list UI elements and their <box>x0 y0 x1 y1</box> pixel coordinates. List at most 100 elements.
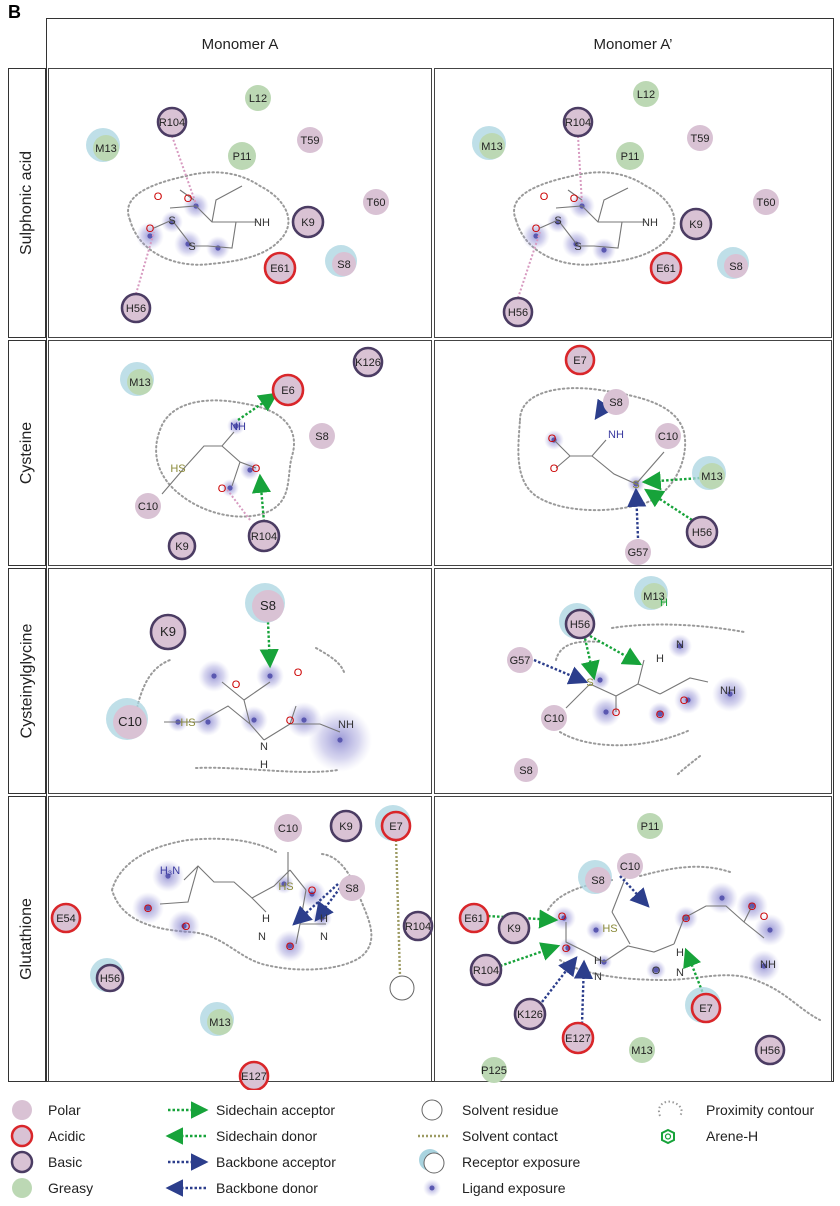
residue-label: T59 <box>691 133 710 145</box>
legend-label-basic: Basic <box>48 1154 83 1170</box>
atom-label: O <box>532 223 541 235</box>
atom-label: O <box>232 679 241 691</box>
residue-label: M13 <box>129 377 150 389</box>
residue-e54: E54 <box>50 902 82 934</box>
atom-label: O <box>154 191 163 203</box>
legend-symbol-greasy <box>12 1178 32 1198</box>
ligand-exposure-dot <box>653 967 659 973</box>
residue-circle <box>679 207 713 241</box>
residue-label: C10 <box>544 713 564 725</box>
residue-e127: E127 <box>238 1060 270 1090</box>
ligand-exposure-dot <box>233 423 239 429</box>
residue-e61: E61 <box>263 251 297 285</box>
residue-e7: E7 <box>375 805 412 842</box>
atom-label: O <box>182 921 191 933</box>
residue-label: P11 <box>621 151 640 163</box>
atom-label: O <box>558 911 567 923</box>
proximity-contour <box>155 399 295 518</box>
residue-label: S8 <box>345 883 358 895</box>
atom-label: O <box>144 903 153 915</box>
residue-circle <box>754 1034 786 1066</box>
residue-circle <box>685 515 719 549</box>
cell-7-interactions <box>487 875 706 1025</box>
residue-label: E7 <box>699 1003 712 1015</box>
ligand-bond <box>635 451 665 485</box>
residue-c10: C10 <box>274 814 302 842</box>
atom-label: O <box>748 901 757 913</box>
residue-circle <box>263 251 297 285</box>
legend-label-bb-acceptor: Backbone acceptor <box>216 1154 336 1170</box>
ligand-bond <box>211 185 243 223</box>
residue-label: M13 <box>643 591 664 603</box>
atom-label: N <box>676 639 684 651</box>
ligand-exposure-dot <box>565 945 571 951</box>
ligand-exposure-dot <box>181 923 187 929</box>
residue-circle <box>690 992 722 1024</box>
residue-circle <box>149 613 187 651</box>
residue-circle <box>724 254 748 278</box>
legend-symbol-proximity-contour <box>658 1100 683 1117</box>
residue-label: L12 <box>249 93 267 105</box>
cell-2-ligand-bonds <box>161 431 257 495</box>
atom-label: O <box>550 463 559 475</box>
sidechain-link <box>251 473 272 523</box>
ligand-bond <box>597 187 629 223</box>
residue-label: H56 <box>508 307 528 319</box>
residue-h56: H56 <box>502 296 534 328</box>
residue-label: C10 <box>620 861 640 873</box>
cell-2-interactions <box>225 392 278 523</box>
legend-label-ligand-exposure: Ligand exposure <box>462 1180 566 1196</box>
ligand-exposure-dot <box>597 677 603 683</box>
cell-4-residues: S8 K9 C10 <box>106 583 285 740</box>
atom-label: NH <box>230 421 246 433</box>
residue-circle <box>245 85 271 111</box>
atom-label: H <box>262 913 270 925</box>
residue-label: K9 <box>507 923 520 935</box>
legend-label-sc-acceptor: Sidechain acceptor <box>216 1102 336 1118</box>
residue-circle <box>561 1021 595 1055</box>
residue-m13: M13 <box>200 1002 234 1036</box>
backbone-link <box>533 658 589 685</box>
atom-label: N <box>676 967 684 979</box>
residue-label: E7 <box>389 821 402 833</box>
residue-label: E127 <box>241 1071 267 1083</box>
residue-l12: L12 <box>245 85 271 111</box>
residue-label: L12 <box>637 89 655 101</box>
cell-3-atoms: NH O O S <box>548 429 640 491</box>
residue-label: P11 <box>641 821 660 833</box>
atom-label: H <box>260 759 268 771</box>
legend-label-acidic: Acidic <box>48 1128 86 1144</box>
atom-label: NH <box>720 685 736 697</box>
atom-label: S <box>168 215 175 227</box>
residue-circle <box>617 853 643 879</box>
residue-circle <box>329 809 363 843</box>
row-header-glutathione: Glutathione <box>8 796 46 1082</box>
residue-circle <box>113 705 147 739</box>
ligand-exposure-dot <box>685 697 691 703</box>
ligand-bond <box>565 683 591 709</box>
residue-circle <box>274 814 302 842</box>
residue-label: K126 <box>517 1009 543 1021</box>
atom-label: O <box>682 913 691 925</box>
residue-label: E61 <box>270 263 290 275</box>
residue-m13: M13 <box>634 576 668 610</box>
cell-cysteine-a <box>48 340 432 566</box>
residue-c10: C10 <box>106 698 148 740</box>
atom-label: S <box>632 479 639 491</box>
ligand-exposure-dot <box>165 873 171 879</box>
residue-circle <box>625 539 651 565</box>
backbone-link <box>314 887 341 922</box>
residue-t60: T60 <box>363 189 389 215</box>
atom-label: O <box>252 463 261 475</box>
residue-label: C10 <box>118 714 142 729</box>
cell-2-atoms: NH HS O O <box>170 421 260 495</box>
residue-label: E61 <box>464 913 484 925</box>
residue-label: R104 <box>405 921 431 933</box>
legend-symbol-solvent-residue <box>421 1099 443 1121</box>
residue-label: H56 <box>760 1045 780 1057</box>
residue-s8: S8 <box>245 583 285 623</box>
ligand-bond <box>231 461 241 487</box>
residue-e6: E6 <box>271 373 305 407</box>
